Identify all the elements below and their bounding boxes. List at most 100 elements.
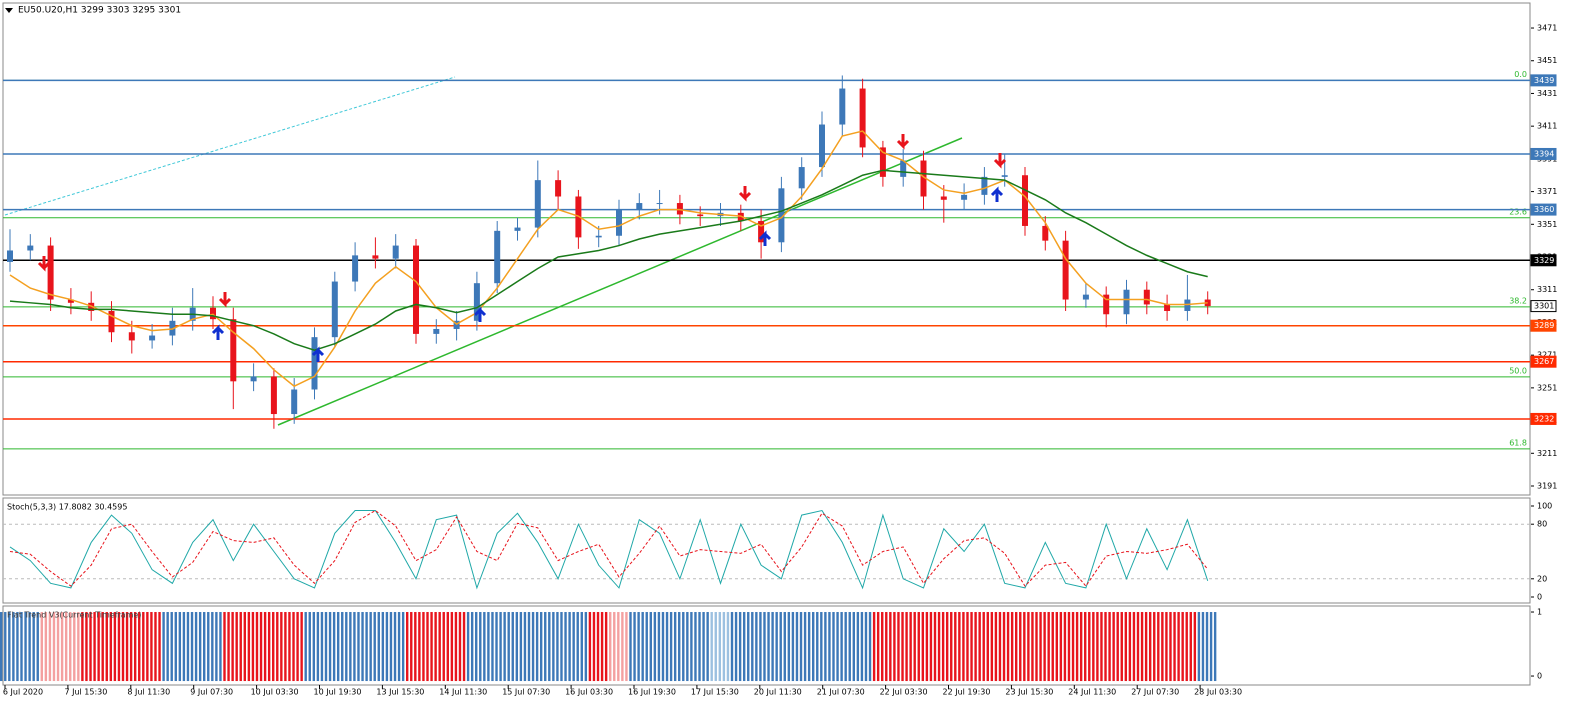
trend-bar (1165, 612, 1168, 682)
level-box (1530, 412, 1557, 425)
trend-bar (430, 612, 433, 682)
trend-bar (661, 612, 665, 682)
trend-bar (1079, 612, 1083, 682)
trend-bar (353, 612, 356, 682)
trend-bar (596, 612, 600, 682)
candle-body (900, 160, 907, 177)
trend-bar (446, 612, 449, 682)
trend-bar (824, 612, 827, 682)
trend-bar (422, 612, 425, 682)
trend-bar (56, 612, 60, 682)
trend-bar (52, 612, 56, 682)
x-tick-label: 22 Jul 19:30 (943, 688, 991, 697)
trend-bar (864, 612, 868, 682)
main-layer: 3191321132313251327132913311333133513371… (0, 24, 1557, 697)
candle-body (1062, 240, 1069, 300)
level-box (1530, 355, 1557, 368)
trend-bar (1169, 612, 1172, 682)
candle-body (47, 245, 54, 300)
trend-bar (389, 612, 393, 682)
trend-bar (592, 612, 596, 682)
trend-bar (775, 612, 778, 682)
trend-bar (795, 612, 799, 682)
trend-bar (24, 612, 27, 682)
stoch-line (9, 509, 1209, 590)
trend-bar (584, 612, 588, 682)
candle-body (1184, 299, 1191, 311)
candle-body (1082, 294, 1089, 300)
trend-bar (527, 612, 531, 682)
trend-bar (48, 612, 52, 682)
fib-label: 50.0 (1509, 366, 1527, 375)
candle-body (413, 245, 419, 334)
candle-body (859, 88, 866, 148)
trend-bar (332, 612, 336, 682)
trend-bar (889, 612, 892, 682)
trend-bar (341, 612, 344, 682)
trend-bar (665, 612, 669, 682)
candle-body (697, 214, 704, 217)
trend-bar (284, 612, 287, 682)
level-box (1530, 74, 1557, 87)
trend-bar (20, 612, 23, 682)
trend-bar (438, 612, 441, 682)
trend-bar (848, 612, 851, 682)
trend-bar (316, 612, 320, 682)
trend-bar (1010, 612, 1014, 682)
level-label: 3329 (1534, 256, 1554, 265)
trend-bar (799, 612, 803, 682)
trend-bar (564, 612, 567, 682)
trend-bar (1031, 612, 1034, 682)
trend-bar (1100, 612, 1103, 682)
y-tick-label: 0 (1537, 672, 1542, 681)
trend-bar (85, 612, 88, 682)
buy-arrow (311, 346, 325, 362)
trend-bar (812, 612, 815, 682)
trend-bar (1213, 612, 1217, 682)
trend-bar (747, 612, 750, 682)
trend-bar (966, 612, 969, 682)
trend-bar (937, 612, 941, 682)
trend-bar (1104, 612, 1107, 682)
candle-body (798, 167, 805, 189)
trend-bar (12, 612, 15, 682)
trend-bar (588, 612, 592, 682)
trend-bar (682, 612, 685, 682)
candle-body (291, 389, 298, 415)
buy-arrow (758, 230, 772, 246)
trend-bar (101, 612, 104, 682)
trend-bar (0, 612, 3, 682)
trend-bar (223, 612, 226, 682)
trend-bar (207, 612, 210, 682)
trend-bar (990, 612, 994, 682)
trend-bar (479, 612, 482, 682)
trend-bar (487, 612, 490, 682)
level-box (1530, 300, 1557, 313)
trend-bar (227, 612, 230, 682)
trend-bar (267, 612, 271, 682)
candle-body (149, 335, 156, 341)
trend-bar (426, 612, 429, 682)
trend-bar (215, 612, 218, 682)
trend-bar (190, 612, 194, 682)
candle-body (372, 255, 379, 259)
candle-body (1143, 289, 1150, 305)
trend-bar (121, 612, 125, 682)
trend-bar (40, 612, 43, 682)
candle-body (595, 235, 602, 238)
trend-bar (641, 612, 644, 682)
trend-bar (576, 612, 579, 682)
trend-bar (568, 612, 571, 682)
trend-bar (974, 612, 977, 682)
sell-arrow (738, 186, 752, 202)
trend-bar (730, 612, 734, 682)
candle-body (981, 176, 988, 195)
x-tick-label: 24 Jul 11:30 (1068, 688, 1116, 697)
y-tick-label: 3251 (1537, 383, 1557, 392)
trend-bar (1201, 612, 1205, 682)
x-tick-label: 7 Jul 15:30 (64, 688, 107, 697)
trend-bar (1059, 612, 1063, 682)
candle-body (839, 88, 846, 125)
x-tick-label: 16 Jul 19:30 (628, 688, 676, 697)
